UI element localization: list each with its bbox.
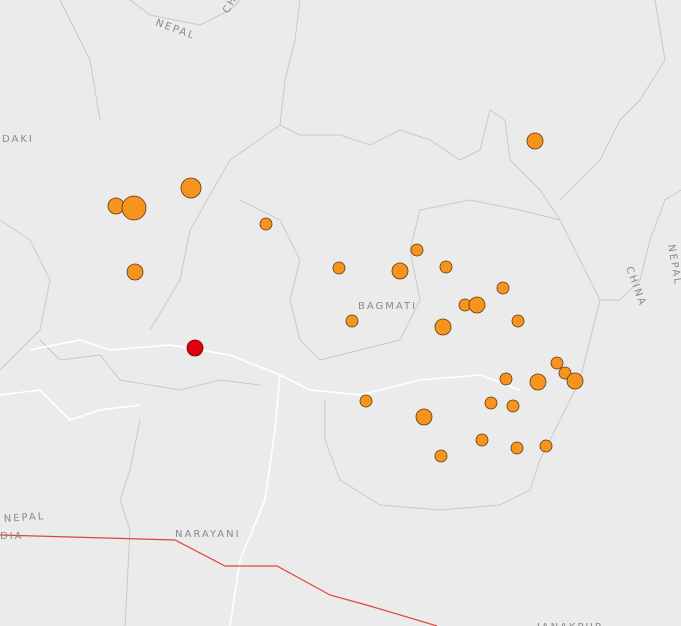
quake-marker[interactable]	[526, 132, 544, 150]
region-label: JANAKPUR	[536, 622, 604, 626]
country-label: NEPAL	[3, 511, 45, 525]
quake-marker[interactable]	[499, 372, 513, 386]
quake-marker[interactable]	[510, 441, 524, 455]
international-border	[0, 534, 438, 626]
quake-marker[interactable]	[121, 195, 147, 221]
quake-marker[interactable]	[434, 449, 448, 463]
quake-marker[interactable]	[391, 262, 409, 280]
quake-marker[interactable]	[434, 318, 452, 336]
quake-marker[interactable]	[484, 396, 498, 410]
quake-marker[interactable]	[359, 394, 373, 408]
country-label: DIA	[0, 531, 24, 542]
quake-marker[interactable]	[107, 197, 125, 215]
roads	[0, 339, 521, 626]
quake-marker[interactable]	[180, 177, 202, 199]
quake-marker[interactable]	[468, 296, 486, 314]
quake-marker[interactable]	[566, 372, 584, 390]
quake-marker[interactable]	[506, 399, 520, 413]
region-label: DAKI	[2, 134, 34, 145]
quake-marker[interactable]	[332, 261, 346, 275]
quake-marker[interactable]	[126, 263, 144, 281]
region-label: BAGMATI	[358, 301, 417, 312]
quake-marker[interactable]	[550, 356, 564, 370]
quake-marker[interactable]	[539, 439, 553, 453]
quake-marker[interactable]	[415, 408, 433, 426]
quake-marker[interactable]	[496, 281, 510, 295]
quake-marker[interactable]	[475, 433, 489, 447]
region-label: NARAYANI	[175, 529, 241, 540]
quake-marker[interactable]	[529, 373, 547, 391]
quake-marker[interactable]	[439, 260, 453, 274]
quake-marker[interactable]	[410, 243, 424, 257]
earthquake-markers	[107, 132, 584, 463]
selected-quake-marker[interactable]	[186, 339, 204, 357]
quake-marker[interactable]	[259, 217, 273, 231]
quake-marker[interactable]	[558, 366, 572, 380]
quake-marker[interactable]	[511, 314, 525, 328]
quake-marker[interactable]	[345, 314, 359, 328]
